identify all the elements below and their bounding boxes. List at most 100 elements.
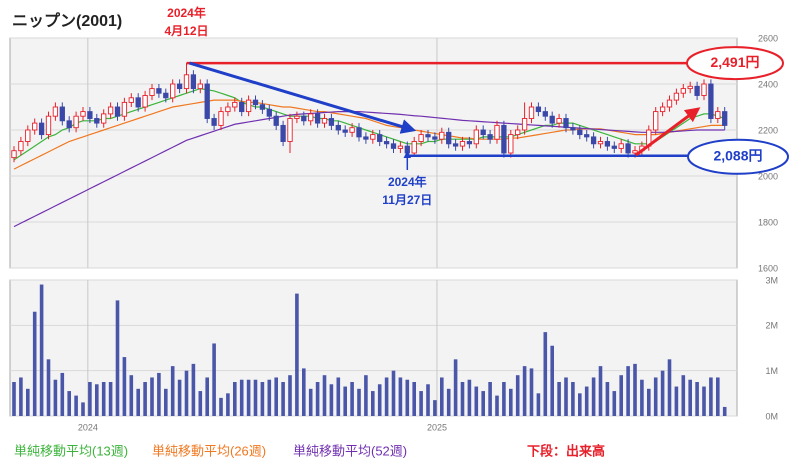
candle-body [597, 141, 604, 145]
volume-bar [74, 395, 78, 416]
volume-bar [67, 391, 71, 416]
price-panel [9, 37, 738, 269]
candle-body [418, 134, 424, 142]
candle-body [156, 88, 162, 94]
candle-body [659, 106, 666, 113]
volume-bar [336, 377, 341, 416]
volume-bar [571, 382, 575, 416]
volume-bar [122, 357, 127, 416]
candle-body [225, 106, 231, 113]
volume-bar [274, 377, 278, 416]
volume-bar [584, 386, 589, 416]
volume-bar [647, 388, 651, 416]
candle-body [535, 106, 542, 113]
candle-body [287, 118, 293, 142]
volume-bar [150, 377, 154, 416]
candle-body [466, 141, 473, 145]
volume-bar [81, 402, 85, 416]
volume-bar [177, 379, 182, 416]
candle-body [107, 106, 114, 115]
candle-body [335, 124, 341, 131]
candle-body [425, 134, 431, 138]
candle-body [590, 136, 597, 145]
volume-bar [391, 370, 396, 416]
moving-average-line [13, 87, 725, 161]
y-tick-label: 2M [765, 321, 778, 331]
candle-body [432, 136, 438, 140]
y-tick-label: 2000 [758, 171, 778, 181]
candle-body [556, 118, 562, 124]
candle-body [197, 83, 203, 90]
volume-bar [357, 388, 361, 416]
volume-bar [329, 384, 334, 416]
candle-body [494, 124, 500, 140]
legend-entry: 単純移動平均(13週) [14, 443, 128, 458]
candle-body [563, 118, 569, 129]
candle-body [528, 106, 535, 119]
volume-bar [633, 363, 637, 416]
candle-body [687, 85, 693, 90]
annotation: 2024年 [167, 5, 206, 20]
volume-bar [419, 391, 423, 416]
y-tick-label: 0M [765, 411, 778, 421]
candle-body [328, 118, 335, 126]
volume-bar [550, 345, 554, 416]
candle-body [32, 122, 38, 131]
volume-bar [322, 375, 327, 416]
volume-bar [164, 388, 168, 416]
candle-body [625, 143, 631, 154]
volume-bar [722, 406, 727, 416]
volume-bar [446, 388, 451, 416]
volume-bar [502, 382, 506, 416]
volume-bar [515, 375, 520, 416]
annotation: 2024年 [388, 174, 427, 189]
volume-bar [101, 382, 106, 416]
candle-body [183, 74, 190, 90]
candle-body [618, 143, 624, 149]
candle-body [176, 83, 183, 90]
volume-bar [453, 359, 458, 416]
volume-bar [695, 382, 699, 416]
candle-body [604, 141, 611, 147]
candle-body [577, 129, 583, 136]
candle-body [59, 106, 65, 122]
volume-bar [557, 382, 561, 416]
candle-body [163, 92, 169, 99]
volume-bar [412, 382, 416, 416]
candle-body [363, 136, 369, 140]
candle-body [294, 115, 300, 119]
volume-bar [440, 377, 444, 416]
volume-bar [205, 377, 209, 416]
volume-bar [302, 368, 306, 416]
volume-bar [12, 382, 16, 416]
candle-body [45, 115, 52, 136]
volume-bar [129, 375, 134, 416]
volume-bar [95, 384, 99, 416]
legend-entry: 単純移動平均(26週) [152, 443, 266, 458]
candle-body [708, 83, 714, 119]
legend-entry: 単純移動平均(52週) [293, 443, 407, 458]
volume-bar [605, 382, 610, 416]
candle-body [370, 134, 376, 140]
candle-body [266, 108, 272, 117]
candle-body [666, 99, 673, 108]
candle-body [25, 129, 31, 142]
volume-bar [384, 377, 389, 416]
volume-bar [246, 379, 251, 416]
candle-body [190, 74, 197, 90]
candle-body [570, 127, 576, 131]
candle-body [404, 145, 410, 154]
candle-body [701, 83, 707, 96]
volume-bar [619, 375, 623, 416]
trend-arrow [189, 61, 417, 134]
candle-body [349, 127, 355, 133]
volume-bar [709, 377, 713, 416]
volume-bar [543, 332, 548, 416]
volume-bar [481, 391, 485, 416]
candle-body [542, 111, 548, 117]
volume-bar [598, 366, 603, 416]
volume-bar [467, 379, 472, 416]
volume-bar [46, 359, 51, 416]
candle-body [342, 129, 348, 133]
